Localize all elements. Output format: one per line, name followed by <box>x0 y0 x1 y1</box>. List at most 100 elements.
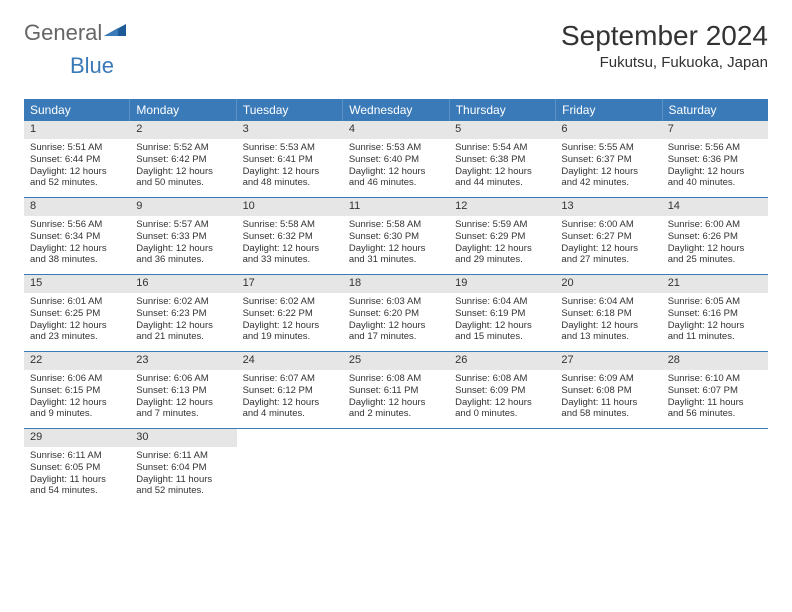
day-details: Sunrise: 5:58 AMSunset: 6:32 PMDaylight:… <box>237 216 343 271</box>
sunset-text: Sunset: 6:26 PM <box>668 231 762 243</box>
day-number: 19 <box>449 275 555 293</box>
day-cell-empty <box>662 429 768 505</box>
daylight-line2: and 4 minutes. <box>243 408 337 420</box>
day-details: Sunrise: 6:10 AMSunset: 6:07 PMDaylight:… <box>662 370 768 425</box>
day-details: Sunrise: 6:00 AMSunset: 6:27 PMDaylight:… <box>555 216 661 271</box>
day-cell-empty <box>449 429 555 505</box>
day-number: 9 <box>130 198 236 216</box>
day-number: 23 <box>130 352 236 370</box>
daylight-line1: Daylight: 12 hours <box>455 166 549 178</box>
day-cell: 19Sunrise: 6:04 AMSunset: 6:19 PMDayligh… <box>449 275 555 351</box>
sunrise-text: Sunrise: 6:01 AM <box>30 296 124 308</box>
daylight-line2: and 33 minutes. <box>243 254 337 266</box>
daylight-line2: and 9 minutes. <box>30 408 124 420</box>
sunset-text: Sunset: 6:27 PM <box>561 231 655 243</box>
sunrise-text: Sunrise: 5:56 AM <box>668 142 762 154</box>
day-cell: 26Sunrise: 6:08 AMSunset: 6:09 PMDayligh… <box>449 352 555 428</box>
day-details: Sunrise: 5:52 AMSunset: 6:42 PMDaylight:… <box>130 139 236 194</box>
day-details: Sunrise: 6:08 AMSunset: 6:09 PMDaylight:… <box>449 370 555 425</box>
daylight-line2: and 52 minutes. <box>30 177 124 189</box>
sunrise-text: Sunrise: 6:03 AM <box>349 296 443 308</box>
day-number: 25 <box>343 352 449 370</box>
day-cell: 28Sunrise: 6:10 AMSunset: 6:07 PMDayligh… <box>662 352 768 428</box>
logo-triangle-icon <box>104 18 126 44</box>
day-number: 12 <box>449 198 555 216</box>
daylight-line1: Daylight: 12 hours <box>561 166 655 178</box>
day-cell: 11Sunrise: 5:58 AMSunset: 6:30 PMDayligh… <box>343 198 449 274</box>
daylight-line2: and 54 minutes. <box>30 485 124 497</box>
day-cell: 15Sunrise: 6:01 AMSunset: 6:25 PMDayligh… <box>24 275 130 351</box>
day-details: Sunrise: 6:04 AMSunset: 6:19 PMDaylight:… <box>449 293 555 348</box>
sunset-text: Sunset: 6:30 PM <box>349 231 443 243</box>
daylight-line1: Daylight: 12 hours <box>30 397 124 409</box>
daylight-line2: and 2 minutes. <box>349 408 443 420</box>
daylight-line1: Daylight: 12 hours <box>243 166 337 178</box>
daylight-line2: and 48 minutes. <box>243 177 337 189</box>
daylight-line1: Daylight: 12 hours <box>30 243 124 255</box>
daylight-line1: Daylight: 12 hours <box>561 243 655 255</box>
day-details: Sunrise: 6:05 AMSunset: 6:16 PMDaylight:… <box>662 293 768 348</box>
logo-text-general: General <box>24 20 102 46</box>
day-number: 17 <box>237 275 343 293</box>
daylight-line2: and 36 minutes. <box>136 254 230 266</box>
week-row: 29Sunrise: 6:11 AMSunset: 6:05 PMDayligh… <box>24 428 768 505</box>
sunset-text: Sunset: 6:11 PM <box>349 385 443 397</box>
day-number: 1 <box>24 121 130 139</box>
day-number: 20 <box>555 275 661 293</box>
day-cell: 9Sunrise: 5:57 AMSunset: 6:33 PMDaylight… <box>130 198 236 274</box>
day-number: 8 <box>24 198 130 216</box>
day-cell: 23Sunrise: 6:06 AMSunset: 6:13 PMDayligh… <box>130 352 236 428</box>
daylight-line1: Daylight: 12 hours <box>243 243 337 255</box>
day-number: 22 <box>24 352 130 370</box>
daylight-line2: and 46 minutes. <box>349 177 443 189</box>
location-text: Fukutsu, Fukuoka, Japan <box>561 54 768 71</box>
sunrise-text: Sunrise: 6:02 AM <box>136 296 230 308</box>
day-details: Sunrise: 6:00 AMSunset: 6:26 PMDaylight:… <box>662 216 768 271</box>
day-details: Sunrise: 6:03 AMSunset: 6:20 PMDaylight:… <box>343 293 449 348</box>
title-block: September 2024 Fukutsu, Fukuoka, Japan <box>561 20 768 71</box>
day-details: Sunrise: 5:56 AMSunset: 6:34 PMDaylight:… <box>24 216 130 271</box>
daylight-line1: Daylight: 12 hours <box>561 320 655 332</box>
day-cell: 29Sunrise: 6:11 AMSunset: 6:05 PMDayligh… <box>24 429 130 505</box>
daylight-line1: Daylight: 12 hours <box>668 166 762 178</box>
day-number: 26 <box>449 352 555 370</box>
daylight-line2: and 21 minutes. <box>136 331 230 343</box>
day-details: Sunrise: 6:06 AMSunset: 6:15 PMDaylight:… <box>24 370 130 425</box>
day-number: 3 <box>237 121 343 139</box>
sunrise-text: Sunrise: 6:07 AM <box>243 373 337 385</box>
day-cell: 7Sunrise: 5:56 AMSunset: 6:36 PMDaylight… <box>662 121 768 197</box>
day-cell: 18Sunrise: 6:03 AMSunset: 6:20 PMDayligh… <box>343 275 449 351</box>
day-details: Sunrise: 5:53 AMSunset: 6:40 PMDaylight:… <box>343 139 449 194</box>
day-details: Sunrise: 6:01 AMSunset: 6:25 PMDaylight:… <box>24 293 130 348</box>
day-cell: 1Sunrise: 5:51 AMSunset: 6:44 PMDaylight… <box>24 121 130 197</box>
daylight-line1: Daylight: 11 hours <box>30 474 124 486</box>
daylight-line1: Daylight: 12 hours <box>349 243 443 255</box>
calendar-grid: SundayMondayTuesdayWednesdayThursdayFrid… <box>24 99 768 505</box>
day-number: 6 <box>555 121 661 139</box>
calendar-title: September 2024 <box>561 20 768 52</box>
daylight-line2: and 29 minutes. <box>455 254 549 266</box>
daylight-line2: and 7 minutes. <box>136 408 230 420</box>
sunset-text: Sunset: 6:34 PM <box>30 231 124 243</box>
sunset-text: Sunset: 6:09 PM <box>455 385 549 397</box>
day-cell: 14Sunrise: 6:00 AMSunset: 6:26 PMDayligh… <box>662 198 768 274</box>
day-number: 13 <box>555 198 661 216</box>
week-row: 15Sunrise: 6:01 AMSunset: 6:25 PMDayligh… <box>24 274 768 351</box>
daylight-line1: Daylight: 11 hours <box>136 474 230 486</box>
day-cell: 4Sunrise: 5:53 AMSunset: 6:40 PMDaylight… <box>343 121 449 197</box>
day-cell-empty <box>237 429 343 505</box>
day-number: 16 <box>130 275 236 293</box>
sunset-text: Sunset: 6:44 PM <box>30 154 124 166</box>
day-cell: 3Sunrise: 5:53 AMSunset: 6:41 PMDaylight… <box>237 121 343 197</box>
daylight-line2: and 15 minutes. <box>455 331 549 343</box>
day-number: 10 <box>237 198 343 216</box>
sunset-text: Sunset: 6:29 PM <box>455 231 549 243</box>
sunset-text: Sunset: 6:23 PM <box>136 308 230 320</box>
daylight-line1: Daylight: 12 hours <box>136 166 230 178</box>
day-details: Sunrise: 6:06 AMSunset: 6:13 PMDaylight:… <box>130 370 236 425</box>
header: General September 2024 Fukutsu, Fukuoka,… <box>24 20 768 71</box>
day-cell: 8Sunrise: 5:56 AMSunset: 6:34 PMDaylight… <box>24 198 130 274</box>
week-row: 1Sunrise: 5:51 AMSunset: 6:44 PMDaylight… <box>24 121 768 197</box>
sunrise-text: Sunrise: 6:11 AM <box>136 450 230 462</box>
daylight-line2: and 11 minutes. <box>668 331 762 343</box>
